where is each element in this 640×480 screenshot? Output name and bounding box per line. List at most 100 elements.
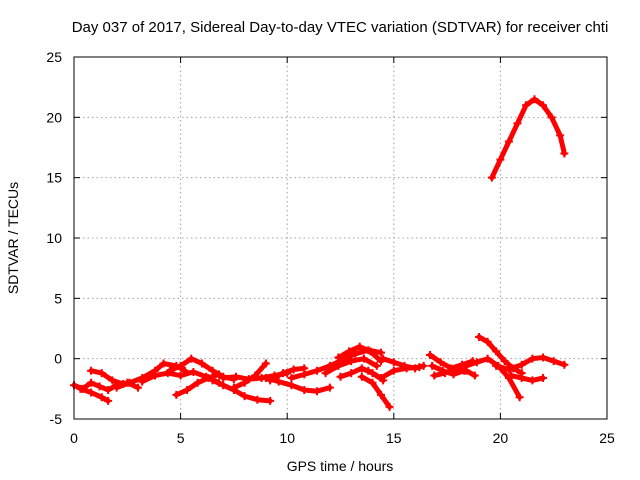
data-point: [440, 369, 449, 378]
data-point: [504, 137, 513, 146]
data-point: [287, 381, 296, 390]
data-point: [560, 149, 569, 158]
data-point: [359, 354, 368, 363]
data-point: [87, 366, 96, 375]
data-point: [436, 358, 445, 367]
data-point: [539, 353, 548, 362]
data-point: [368, 378, 377, 387]
x-tick-label: 25: [599, 430, 615, 446]
plot-frame: [73, 56, 608, 420]
data-point: [261, 373, 270, 382]
data-point: [253, 395, 262, 404]
data-point: [151, 371, 160, 380]
data-point: [504, 365, 513, 374]
data-point: [214, 370, 223, 379]
y-axis-label: SDTVAR / TECUs: [5, 182, 21, 294]
data-point: [492, 347, 501, 356]
data-point: [87, 378, 96, 387]
data-point: [515, 393, 524, 402]
x-tick-label: 15: [386, 430, 402, 446]
series-line-s3: [88, 368, 126, 387]
data-point: [240, 392, 249, 401]
data-point: [385, 402, 394, 411]
x-tick-label: 0: [70, 430, 78, 446]
data-point: [496, 155, 505, 164]
data-point: [165, 366, 174, 375]
data-point: [87, 388, 96, 397]
data-point: [364, 366, 373, 375]
data-point: [345, 347, 354, 356]
data-point: [287, 373, 296, 382]
y-tick-label: 15: [46, 170, 62, 186]
data-point: [426, 351, 435, 360]
data-point: [204, 373, 213, 382]
y-tick-label: 0: [54, 351, 62, 367]
data-point: [372, 361, 381, 370]
series-line-s26: [508, 373, 546, 383]
data-point: [517, 360, 526, 369]
data-point: [366, 347, 375, 356]
data-point: [336, 372, 345, 381]
data-point: [229, 383, 238, 392]
series-line-s27: [489, 96, 567, 181]
data-point: [159, 359, 168, 368]
data-point: [219, 381, 228, 390]
data-point: [528, 354, 537, 363]
data-point: [334, 361, 343, 370]
data-point: [487, 173, 496, 182]
data-series-group: [70, 95, 569, 411]
data-point: [232, 372, 241, 381]
data-point: [104, 396, 113, 405]
data-point: [492, 361, 501, 370]
data-point: [462, 361, 471, 370]
data-point: [240, 378, 249, 387]
data-point: [313, 387, 322, 396]
data-point: [289, 365, 298, 374]
data-point: [182, 386, 191, 395]
y-tick-label: 25: [46, 49, 62, 65]
series-line-s17: [359, 374, 392, 410]
data-point: [419, 361, 428, 370]
chart-title: Day 037 of 2017, Sidereal Day-to-day VTE…: [72, 19, 609, 36]
data-point: [539, 373, 548, 382]
data-point: [97, 369, 106, 378]
series-line-s11: [267, 365, 307, 383]
data-point: [208, 366, 217, 375]
data-point: [357, 364, 366, 373]
series-line-s2: [77, 386, 111, 404]
data-point: [325, 383, 334, 392]
data-point: [472, 358, 481, 367]
data-point: [560, 360, 569, 369]
y-tick-label: 10: [46, 230, 62, 246]
data-point: [138, 377, 147, 386]
data-point: [377, 390, 386, 399]
data-point: [176, 361, 185, 370]
y-tick-label: 5: [54, 290, 62, 306]
data-point: [300, 370, 309, 379]
data-point: [549, 357, 558, 366]
data-point: [133, 383, 142, 392]
data-point: [389, 366, 398, 375]
series-line-s12: [263, 375, 333, 394]
data-point: [377, 373, 386, 382]
data-point: [411, 364, 420, 373]
data-point: [197, 359, 206, 368]
data-point: [513, 119, 522, 128]
data-point: [347, 369, 356, 378]
series-line-s10: [231, 361, 269, 391]
data-point: [108, 376, 117, 385]
data-point: [470, 371, 479, 380]
data-point: [377, 348, 386, 357]
data-point: [97, 393, 106, 402]
data-point: [400, 361, 409, 370]
data-point: [430, 371, 439, 380]
data-point: [521, 101, 530, 110]
data-point: [389, 358, 398, 367]
data-point: [530, 95, 539, 104]
data-point: [193, 378, 202, 387]
data-point: [189, 367, 198, 376]
data-point: [274, 377, 283, 386]
data-point: [528, 376, 537, 385]
data-point: [112, 383, 121, 392]
